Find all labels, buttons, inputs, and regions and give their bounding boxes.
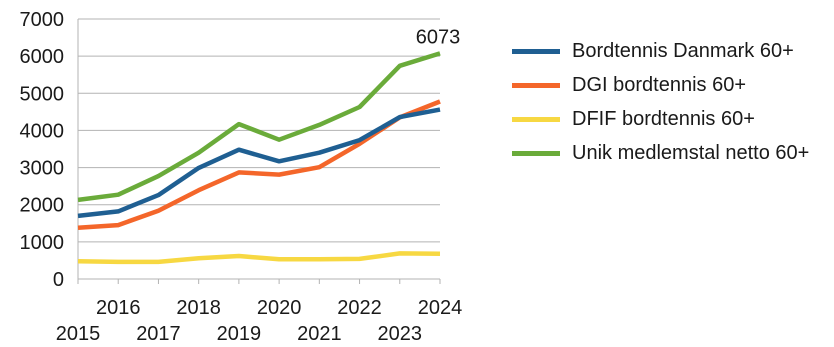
y-tick-label: 6000: [20, 46, 65, 68]
x-tick-label: 2023: [378, 323, 423, 345]
series-lines: [77, 51, 441, 265]
axes: [77, 19, 441, 284]
x-tick-label: 2022: [337, 297, 382, 319]
x-tick-label: 2015: [56, 323, 101, 345]
series-line: [77, 251, 441, 265]
x-tick-label: 2019: [217, 323, 262, 345]
x-tick-label: 2021: [297, 323, 342, 345]
legend-item-dfif: DFIF bordtennis 60+: [512, 108, 832, 130]
legend: Bordtennis Danmark 60+ DGI bordtennis 60…: [512, 40, 832, 176]
x-tick-label: 2024: [418, 297, 463, 319]
y-tick-label: 3000: [20, 158, 65, 180]
x-tick-label: 2018: [176, 297, 221, 319]
legend-item-unik: Unik medlemstal netto 60+: [512, 142, 832, 164]
y-tick-labels: 0 1000 2000 3000 4000 5000 6000 7000: [20, 9, 65, 291]
x-tick-label: 2017: [136, 323, 181, 345]
x-tick-label: 2020: [257, 297, 302, 319]
legend-label: Bordtennis Danmark 60+: [572, 40, 794, 62]
y-tick-label: 1000: [20, 232, 65, 254]
series-line: [77, 51, 441, 203]
legend-label: Unik medlemstal netto 60+: [572, 142, 810, 164]
y-tick-label: 2000: [20, 195, 65, 217]
annotation-label: 6073: [416, 26, 461, 48]
y-tick-label: 7000: [20, 9, 65, 31]
legend-label: DGI bordtennis 60+: [572, 74, 746, 96]
legend-item-dgi: DGI bordtennis 60+: [512, 74, 832, 96]
legend-label: DFIF bordtennis 60+: [572, 108, 755, 130]
y-tick-label: 0: [53, 269, 64, 291]
y-tick-label: 5000: [20, 83, 65, 105]
legend-swatch: [512, 151, 560, 156]
series-line: [77, 107, 441, 219]
y-tick-label: 4000: [20, 120, 65, 142]
x-tick-label: 2016: [96, 297, 141, 319]
legend-item-bordtennis-danmark: Bordtennis Danmark 60+: [512, 40, 832, 62]
legend-swatch: [512, 83, 560, 88]
legend-swatch: [512, 117, 560, 122]
x-tick-labels: 2015 2016 2017 2018 2019 2020 2021 2022 2023 2024: [56, 297, 463, 345]
series-line: [77, 99, 441, 230]
legend-swatch: [512, 49, 560, 54]
